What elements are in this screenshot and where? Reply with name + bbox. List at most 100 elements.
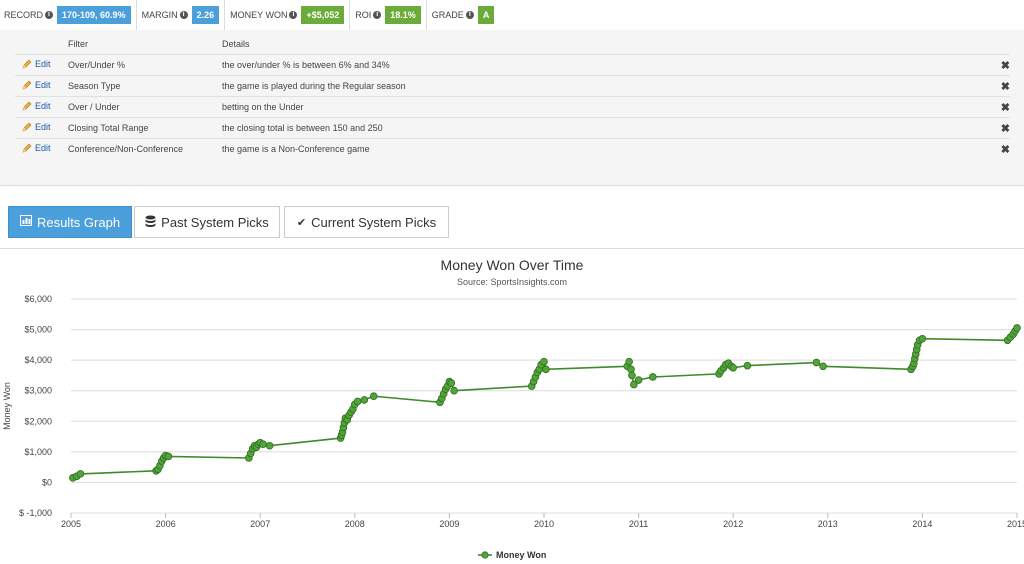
header-details: Details <box>222 39 250 49</box>
x-tick-label: 2012 <box>723 519 743 529</box>
check-icon: ✔ <box>296 216 307 229</box>
data-point <box>450 386 458 395</box>
y-tick-label: $4,000 <box>24 355 52 365</box>
stat-label: ROI <box>355 10 372 20</box>
tab-current-system-picks[interactable]: ✔ Current System Picks <box>284 206 449 238</box>
x-tick-label: 2006 <box>156 519 176 529</box>
edit-link[interactable]: Edit <box>15 143 51 153</box>
data-point <box>634 376 643 384</box>
info-icon[interactable]: i <box>373 11 382 19</box>
stat-label: Margin <box>141 10 178 20</box>
results-graph: Money Won Over Time Source: SportsInsigh… <box>0 249 1024 564</box>
legend-marker <box>481 551 489 559</box>
y-tick-label: $1,000 <box>24 447 52 457</box>
tab-label: Results Graph <box>36 214 121 230</box>
filters-table: Filter Details Edit Over/Under % the over/… <box>15 34 1010 159</box>
remove-icon[interactable]: ✖ <box>972 138 1010 159</box>
tab-past-system-picks[interactable]: Past System Picks <box>134 206 280 238</box>
data-point <box>265 441 274 450</box>
filters-panel: Filter Details Edit Over/Under % the over/… <box>0 30 1024 186</box>
edit-cell: Edit <box>15 75 68 97</box>
x-tick-label: 2015 <box>1007 519 1024 529</box>
info-icon[interactable]: i <box>289 11 298 19</box>
info-icon[interactable]: i <box>465 11 474 19</box>
edit-link[interactable]: Edit <box>15 59 51 69</box>
remove-icon[interactable]: ✖ <box>972 75 1010 97</box>
edit-link[interactable]: Edit <box>15 122 51 132</box>
y-tick-label: $5,000 <box>24 325 52 335</box>
edit-cell: Edit <box>15 138 68 159</box>
data-point <box>540 357 548 366</box>
legend-label: Money Won <box>496 550 546 560</box>
stat-value: A <box>477 6 495 24</box>
stat-value: 170-109, 60.9% <box>57 6 131 24</box>
tab-label: Past System Picks <box>161 214 269 230</box>
stat-label: Record <box>4 10 44 20</box>
remove-icon[interactable]: ✖ <box>972 96 1010 118</box>
y-axis-label: Money Won <box>2 382 12 430</box>
edit-link[interactable]: Edit <box>15 80 51 90</box>
data-point <box>76 470 85 478</box>
tab-strip: Results Graph Past System Picks ✔ Curren… <box>0 200 1024 249</box>
data-point <box>625 357 633 366</box>
info-icon[interactable]: i <box>179 11 188 19</box>
tab-results-graph[interactable]: Results Graph <box>8 206 132 238</box>
remove-icon[interactable]: ✖ <box>972 117 1010 139</box>
stat-value: +$5,052 <box>301 6 345 24</box>
data-point <box>1013 324 1021 332</box>
edit-cell: Edit <box>15 96 68 118</box>
data-point <box>627 365 635 374</box>
data-point <box>729 363 737 372</box>
chart-subtitle: Source: SportsInsights.com <box>456 277 568 287</box>
edit-link[interactable]: Edit <box>15 101 51 111</box>
data-point <box>812 358 821 367</box>
data-point <box>819 362 827 371</box>
data-point <box>164 452 173 461</box>
data-point <box>542 365 550 374</box>
data-point <box>259 440 267 449</box>
data-point <box>360 396 369 404</box>
data-point <box>628 371 636 380</box>
x-tick-label: 2011 <box>629 519 648 529</box>
pencil-icon <box>22 101 32 111</box>
stat-margin: Margin i 2.26 <box>142 0 226 30</box>
remove-icon[interactable]: ✖ <box>972 54 1010 76</box>
filter-name: Over/Under % <box>68 54 222 76</box>
data-point <box>369 392 378 401</box>
data-point <box>353 397 362 406</box>
data-point <box>918 334 927 343</box>
info-icon[interactable]: i <box>45 11 54 19</box>
system-stats-bar: Record i 170-109, 60.9% Margin i 2.26 Mo… <box>0 0 1024 30</box>
stat-roi: ROI i 18.1% <box>355 0 427 30</box>
filter-details: the game is played during the Regular se… <box>222 75 973 97</box>
stat-value: 18.1% <box>385 6 421 24</box>
y-tick-label: $3,000 <box>24 386 52 396</box>
filter-name: Over / Under <box>68 96 222 118</box>
chart-title: Money Won Over Time <box>440 257 584 273</box>
x-tick-label: 2008 <box>345 519 365 529</box>
pencil-icon <box>22 59 32 69</box>
y-tick-label: $2,000 <box>24 416 52 426</box>
stat-value: 2.26 <box>191 6 220 24</box>
filter-row: Edit Closing Total Range the closing total… <box>15 117 1010 139</box>
stat-money-won: Money Won i +$5,052 <box>230 0 351 30</box>
y-tick-label: $ -1,000 <box>19 508 52 518</box>
edit-label: Edit <box>35 80 51 90</box>
pencil-icon <box>22 80 32 90</box>
x-tick-label: 2013 <box>818 519 838 529</box>
series-line <box>72 327 1018 479</box>
edit-label: Edit <box>35 59 51 69</box>
tab-label: Current System Picks <box>311 214 437 230</box>
filter-details: the closing total is between 150 and 250 <box>222 117 973 139</box>
x-tick-label: 2005 <box>61 519 81 529</box>
money-won-chart: $ -1,000 $0 $1,000 $2,000 $3,000 $4,000 $5,000… <box>2 294 1024 560</box>
filter-name: Closing Total Range <box>68 117 222 139</box>
stat-record: Record i 170-109, 60.9% <box>4 0 137 30</box>
y-tick-label: $6,000 <box>24 294 52 304</box>
stat-grade: Grade i A <box>432 0 500 30</box>
header-edit <box>15 34 68 55</box>
edit-cell: Edit <box>15 117 68 139</box>
filter-details: the game is a Non-Conference game <box>222 138 973 159</box>
filter-name: Season Type <box>68 75 222 97</box>
filter-row: Edit Over / Under betting on the Under ✖ <box>15 96 1010 118</box>
